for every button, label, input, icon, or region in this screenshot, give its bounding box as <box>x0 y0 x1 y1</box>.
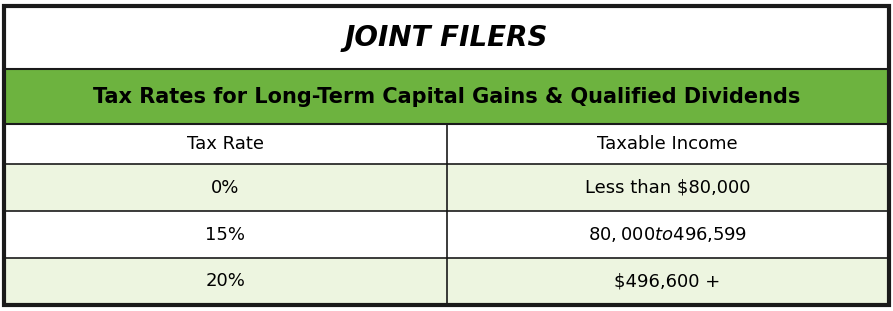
Text: Taxable Income: Taxable Income <box>597 135 738 153</box>
Text: JOINT FILERS: JOINT FILERS <box>345 24 548 52</box>
Text: 15%: 15% <box>205 225 246 244</box>
Text: 0%: 0% <box>212 179 239 197</box>
Text: $496,600 +: $496,600 + <box>614 272 721 290</box>
Bar <box>4 69 889 124</box>
Bar <box>4 258 889 305</box>
Text: $80,000 to $496,599: $80,000 to $496,599 <box>588 225 747 244</box>
Text: 20%: 20% <box>205 272 246 290</box>
Bar <box>4 6 889 69</box>
Text: Tax Rate: Tax Rate <box>187 135 264 153</box>
Text: Less than $80,000: Less than $80,000 <box>585 179 750 197</box>
Bar <box>4 124 889 165</box>
Bar <box>4 165 889 211</box>
Text: Tax Rates for Long-Term Capital Gains & Qualified Dividends: Tax Rates for Long-Term Capital Gains & … <box>93 86 800 107</box>
Bar <box>4 211 889 258</box>
